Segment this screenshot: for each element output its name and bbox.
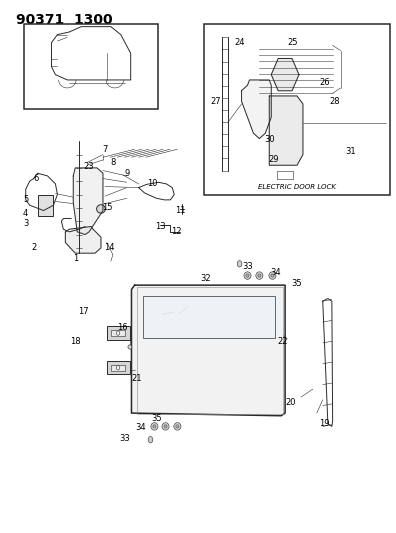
Ellipse shape: [269, 272, 276, 279]
Polygon shape: [65, 227, 101, 253]
Text: 17: 17: [78, 308, 88, 316]
Text: 34: 34: [135, 423, 146, 432]
Text: 33: 33: [119, 434, 130, 442]
Ellipse shape: [128, 345, 132, 349]
Polygon shape: [131, 285, 285, 416]
Bar: [38, 195, 53, 216]
Text: 1: 1: [72, 254, 78, 263]
Text: 30: 30: [264, 135, 274, 144]
Text: 27: 27: [211, 97, 221, 106]
Ellipse shape: [151, 423, 158, 430]
Text: ELECTRIC DOOR LOCK: ELECTRIC DOOR LOCK: [258, 184, 336, 190]
Ellipse shape: [153, 425, 156, 428]
Ellipse shape: [256, 272, 263, 279]
Bar: [111, 330, 125, 336]
Text: 10: 10: [147, 180, 158, 188]
Ellipse shape: [164, 425, 167, 428]
Text: 6: 6: [33, 174, 38, 183]
Text: 7: 7: [102, 145, 108, 154]
Ellipse shape: [148, 437, 153, 443]
Text: 13: 13: [155, 222, 166, 231]
Polygon shape: [269, 96, 303, 165]
Text: 25: 25: [288, 38, 298, 47]
Ellipse shape: [176, 425, 179, 428]
Bar: [204, 24, 390, 195]
Text: 5: 5: [23, 196, 29, 204]
Text: 3: 3: [23, 220, 29, 228]
Text: 23: 23: [84, 162, 94, 171]
Text: 29: 29: [268, 156, 278, 164]
Text: 4: 4: [23, 209, 29, 217]
Polygon shape: [271, 59, 299, 91]
Text: 16: 16: [118, 324, 128, 332]
Bar: [107, 326, 130, 340]
Ellipse shape: [116, 366, 120, 370]
Text: 8: 8: [110, 158, 116, 167]
Text: 15: 15: [102, 204, 112, 212]
Text: 21: 21: [131, 374, 142, 383]
Text: 20: 20: [286, 398, 296, 407]
Polygon shape: [73, 168, 103, 235]
Text: 26: 26: [320, 78, 330, 87]
Text: 2: 2: [31, 244, 36, 252]
Text: 18: 18: [70, 337, 80, 345]
Text: 22: 22: [278, 337, 288, 345]
Text: 35: 35: [151, 414, 162, 423]
Bar: [111, 365, 125, 371]
Ellipse shape: [174, 423, 181, 430]
Ellipse shape: [246, 274, 249, 277]
Text: 24: 24: [234, 38, 245, 47]
Text: 12: 12: [171, 228, 181, 236]
Bar: [107, 361, 130, 374]
Text: 19: 19: [320, 419, 330, 428]
Ellipse shape: [116, 331, 120, 335]
Bar: [143, 296, 275, 338]
Text: 11: 11: [175, 206, 185, 215]
Bar: [24, 24, 158, 109]
Ellipse shape: [244, 272, 251, 279]
Text: 90371  1300: 90371 1300: [16, 13, 112, 27]
Ellipse shape: [97, 205, 105, 213]
Text: 31: 31: [345, 148, 356, 156]
Text: 35: 35: [292, 279, 302, 288]
Ellipse shape: [162, 423, 169, 430]
Text: 14: 14: [104, 244, 114, 252]
Text: 33: 33: [242, 262, 253, 271]
Text: 32: 32: [201, 274, 211, 283]
Text: 34: 34: [270, 269, 280, 277]
Text: 28: 28: [329, 97, 340, 106]
Ellipse shape: [258, 274, 261, 277]
Bar: [137, 287, 283, 414]
Ellipse shape: [271, 274, 274, 277]
Text: 9: 9: [124, 169, 129, 177]
Ellipse shape: [237, 261, 242, 267]
Polygon shape: [242, 80, 271, 139]
